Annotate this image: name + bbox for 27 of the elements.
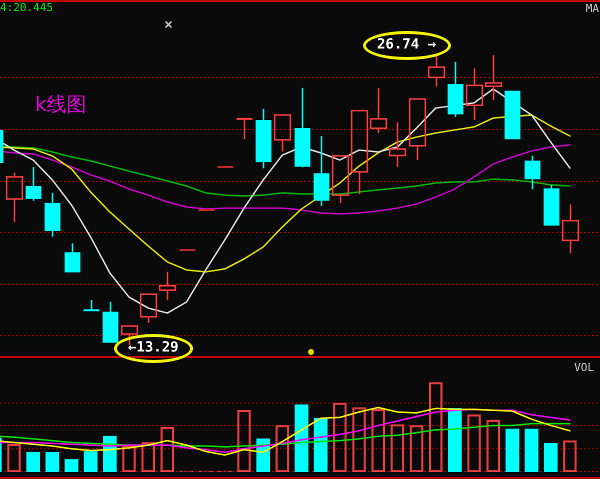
- candlestick: [26, 166, 42, 202]
- annotation: 4:20.445: [0, 0, 53, 14]
- text: k线图: [35, 92, 87, 116]
- bar: [314, 418, 328, 472]
- bar: [294, 404, 308, 472]
- text: VOL: [574, 360, 594, 374]
- bar: [26, 452, 40, 472]
- candlestick: [544, 184, 560, 226]
- bar: [448, 408, 462, 472]
- bar: [506, 428, 520, 472]
- bar: [544, 443, 558, 472]
- bar: [64, 459, 78, 472]
- candlestick: [102, 301, 118, 343]
- bar: [46, 452, 60, 472]
- candlestick: [236, 118, 252, 140]
- annotation: MA: [586, 2, 600, 15]
- bar: [524, 428, 538, 472]
- bar: [84, 451, 98, 472]
- candlestick: [448, 61, 464, 118]
- candlestick: [524, 154, 540, 190]
- annotation: 26.74 →: [377, 36, 436, 53]
- candlestick: [84, 299, 100, 312]
- candlestick: [256, 108, 272, 169]
- candlestick: [64, 242, 80, 272]
- candlestick: [44, 192, 60, 238]
- candlestick: [314, 135, 330, 207]
- annotation: ←13.29: [128, 340, 179, 356]
